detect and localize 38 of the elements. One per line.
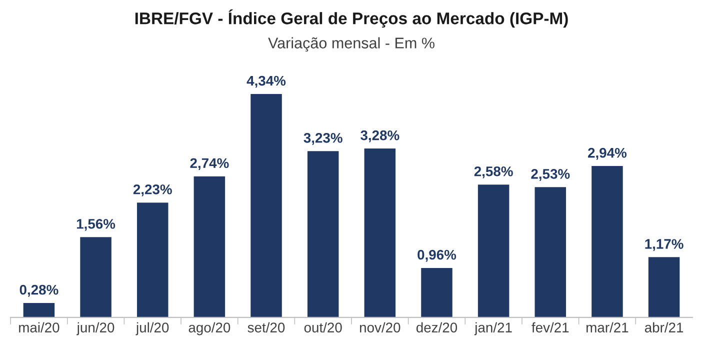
bar: [194, 176, 226, 318]
x-tick-label: dez/20: [416, 322, 458, 332]
x-tick-label: fev/21: [532, 322, 569, 332]
data-label: 0,28%: [20, 284, 58, 297]
x-tick-label: jul/20: [136, 322, 169, 336]
data-label: 2,58%: [474, 166, 513, 178]
x-tick-label: nov/20: [360, 322, 400, 332]
chart-subtitle: Variação mensal - Em %: [268, 37, 434, 52]
bar: [534, 187, 566, 318]
data-label: 2,53%: [531, 169, 570, 181]
data-label: 3,23%: [304, 132, 342, 145]
x-tick-label: mai/20: [19, 322, 60, 332]
x-tick-label: ago/20: [188, 322, 230, 336]
x-tick-label: out/20: [304, 322, 342, 332]
data-label: 2,23%: [133, 184, 172, 196]
x-tick-label: abr/21: [644, 322, 684, 332]
data-label: 2,74%: [190, 158, 229, 170]
data-label: 4,34%: [246, 76, 286, 88]
data-label: 1,56%: [76, 218, 116, 231]
bar: [80, 237, 112, 318]
bar: [421, 268, 452, 318]
bar: [592, 166, 623, 318]
x-tick-label: set/20: [248, 322, 285, 332]
bar: [478, 184, 510, 318]
x-tick-label: mar/21: [586, 322, 628, 332]
data-label: 0,96%: [418, 250, 456, 262]
data-label: 1,17%: [645, 239, 684, 251]
bar: [307, 151, 339, 318]
chart-title: IBRE/FGV - Índice Geral de Preços ao Mercado (IGP-M): [135, 9, 568, 28]
data-label: 2,94%: [588, 148, 627, 160]
x-tick-label: jan/21: [474, 322, 512, 336]
x-tick-label: jun/20: [76, 322, 114, 336]
bar: [23, 302, 55, 318]
bar: [364, 148, 396, 318]
bar: [648, 257, 680, 318]
bar: [250, 94, 282, 318]
data-label: 3,28%: [360, 130, 400, 142]
bar: [136, 202, 168, 318]
